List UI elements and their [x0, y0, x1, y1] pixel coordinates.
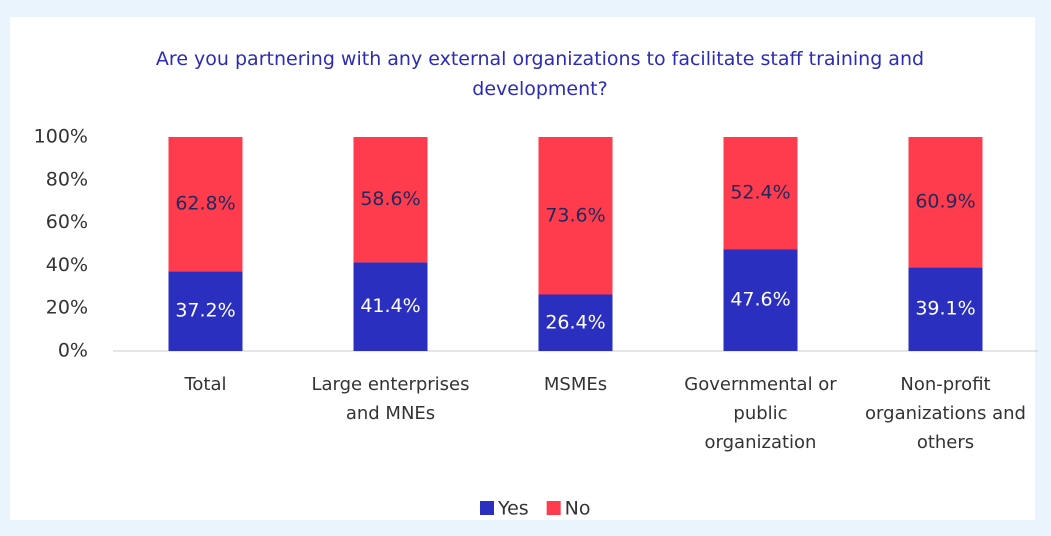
bar-segment [538, 294, 613, 351]
data-label: 73.6% [545, 204, 605, 226]
legend-swatch [480, 501, 494, 515]
y-tick-label: 40% [46, 254, 88, 276]
y-tick-label: 0% [58, 340, 88, 362]
bar-segment [353, 137, 428, 263]
y-tick-label: 80% [46, 168, 88, 190]
x-tick-label: Large enterprises and MNEs [311, 374, 470, 424]
y-tick-label: 100% [34, 126, 88, 148]
bar-segment [353, 262, 428, 351]
legend-label: Yes [497, 498, 529, 520]
y-tick-label: 20% [46, 297, 88, 319]
data-label: 47.6% [730, 289, 790, 311]
data-label: 58.6% [360, 188, 420, 210]
data-label: 39.1% [915, 298, 975, 320]
data-label: 37.2% [175, 300, 235, 322]
data-label: 60.9% [915, 191, 975, 213]
chart-title: Are you partnering with any external org… [155, 48, 925, 100]
data-label: 41.4% [360, 295, 420, 317]
legend-label: No [565, 498, 591, 520]
y-tick-label: 60% [46, 211, 88, 233]
data-label: 52.4% [730, 182, 790, 204]
bar-segment [908, 137, 983, 268]
x-tick-label: Total [184, 374, 227, 395]
data-label: 62.8% [175, 193, 235, 215]
bar-segment [908, 267, 983, 351]
x-tick-label: Non-profit organizations and others [865, 374, 1026, 453]
legend-swatch [546, 501, 561, 515]
bar-segment [538, 137, 613, 295]
data-label: 26.4% [545, 311, 605, 333]
bar-segment [723, 137, 798, 250]
x-tick-label: MSMEs [543, 374, 608, 395]
bar-segment [168, 137, 243, 272]
x-tick-label: Governmental or public organization [684, 374, 837, 453]
bar-segment [168, 271, 243, 351]
bar-segment [723, 249, 798, 351]
